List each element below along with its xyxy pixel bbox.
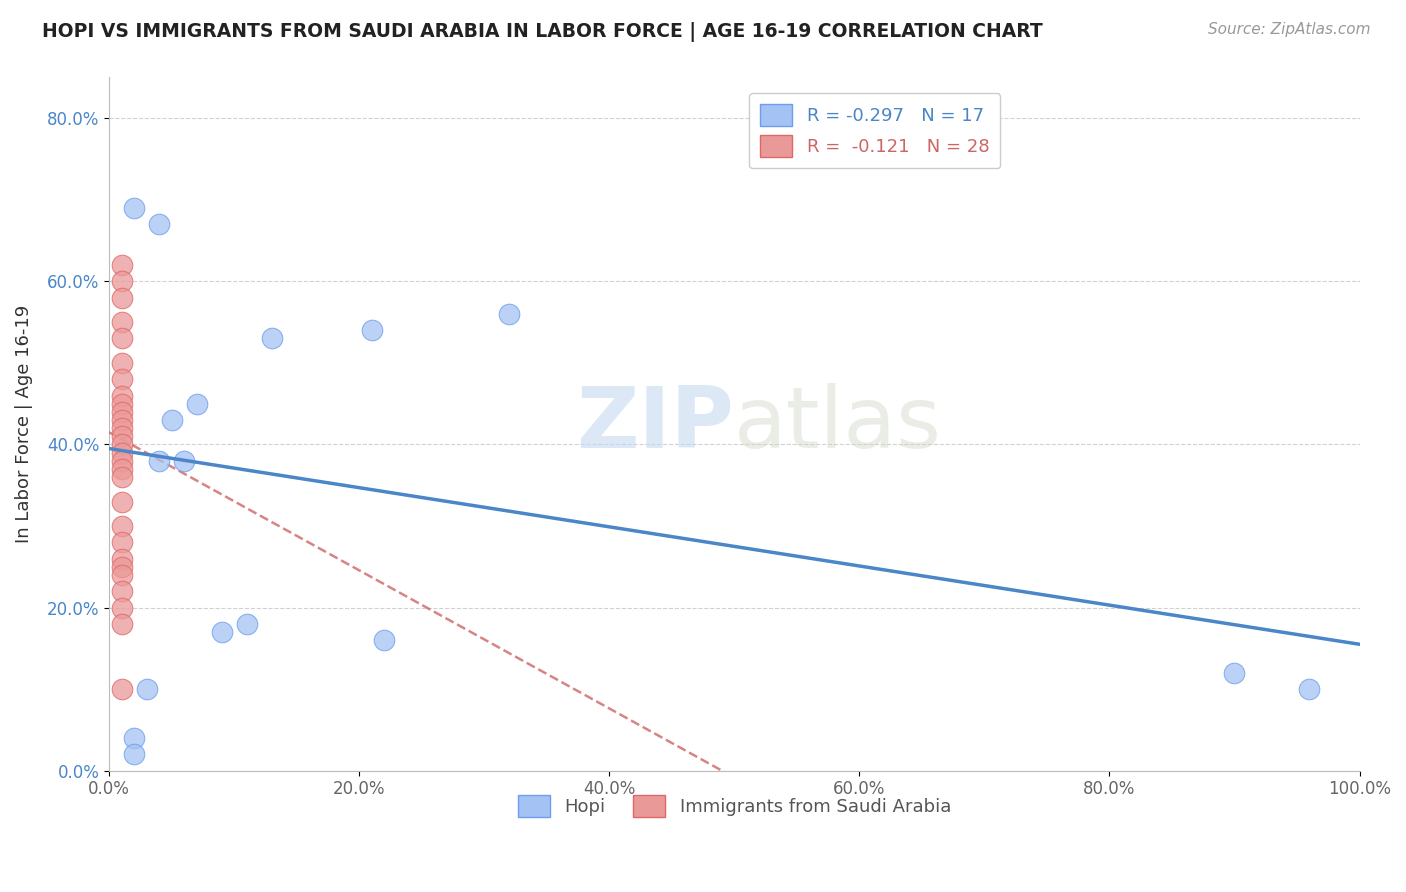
- Point: [148, 217, 170, 231]
- Point: [110, 454, 132, 468]
- Point: [110, 331, 132, 345]
- Point: [110, 616, 132, 631]
- Point: [110, 494, 132, 508]
- Point: [160, 413, 183, 427]
- Point: [110, 274, 132, 288]
- Point: [110, 291, 132, 305]
- Point: [235, 616, 257, 631]
- Point: [110, 445, 132, 459]
- Point: [260, 331, 283, 345]
- Text: HOPI VS IMMIGRANTS FROM SAUDI ARABIA IN LABOR FORCE | AGE 16-19 CORRELATION CHAR: HOPI VS IMMIGRANTS FROM SAUDI ARABIA IN …: [42, 22, 1043, 42]
- Point: [360, 323, 382, 337]
- Point: [110, 584, 132, 599]
- Point: [110, 356, 132, 370]
- Point: [110, 315, 132, 329]
- Point: [110, 519, 132, 533]
- Point: [110, 397, 132, 411]
- Legend: Hopi, Immigrants from Saudi Arabia: Hopi, Immigrants from Saudi Arabia: [510, 788, 959, 824]
- Point: [110, 372, 132, 386]
- Point: [110, 437, 132, 451]
- Point: [122, 201, 145, 215]
- Point: [110, 258, 132, 272]
- Y-axis label: In Labor Force | Age 16-19: In Labor Force | Age 16-19: [15, 305, 32, 543]
- Point: [110, 568, 132, 582]
- Point: [1298, 682, 1320, 697]
- Point: [110, 413, 132, 427]
- Text: ZIP: ZIP: [576, 383, 734, 466]
- Point: [498, 307, 520, 321]
- Point: [122, 747, 145, 762]
- Point: [148, 454, 170, 468]
- Point: [110, 470, 132, 484]
- Point: [110, 559, 132, 574]
- Point: [122, 731, 145, 745]
- Text: Source: ZipAtlas.com: Source: ZipAtlas.com: [1208, 22, 1371, 37]
- Point: [173, 454, 195, 468]
- Point: [110, 551, 132, 566]
- Point: [110, 405, 132, 419]
- Point: [186, 397, 208, 411]
- Point: [110, 462, 132, 476]
- Point: [110, 388, 132, 402]
- Point: [110, 535, 132, 549]
- Text: atlas: atlas: [734, 383, 942, 466]
- Point: [110, 600, 132, 615]
- Point: [110, 682, 132, 697]
- Point: [110, 421, 132, 435]
- Point: [1223, 665, 1246, 680]
- Point: [110, 429, 132, 443]
- Point: [211, 625, 233, 640]
- Point: [135, 682, 157, 697]
- Point: [373, 633, 395, 648]
